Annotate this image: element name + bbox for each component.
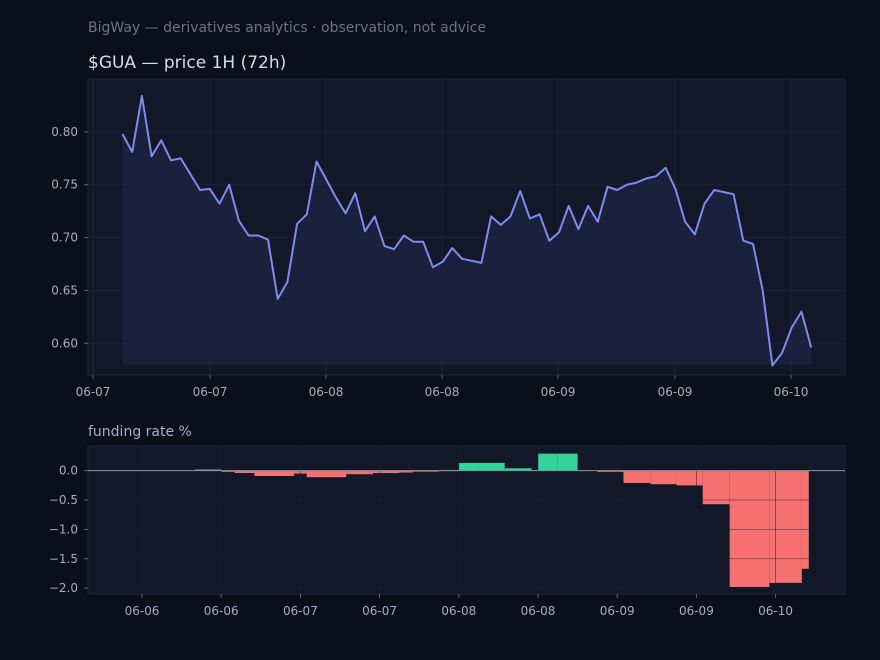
funding-chart-title: funding rate % (88, 424, 192, 440)
price-x-tick-label: 06-10 (774, 385, 809, 399)
funding-bar-negative (306, 470, 347, 478)
funding-bar-positive (458, 463, 479, 471)
funding-bar-negative (346, 470, 374, 475)
price-x-tick-label: 06-09 (541, 385, 576, 399)
funding-y-tick-label: −1.0 (49, 522, 78, 536)
price-y-tick-label: 0.65 (51, 283, 78, 297)
price-y-tick-label: 0.70 (51, 231, 78, 245)
funding-x-tick-label: 06-06 (204, 604, 239, 618)
price-x-tick-label: 06-07 (76, 385, 111, 399)
funding-bar-negative (617, 470, 624, 472)
funding-bar-negative (702, 470, 730, 505)
price-x-tick-label: 06-07 (193, 385, 228, 399)
header-note: BigWay — derivatives analytics · observa… (88, 20, 487, 36)
price-x-tick-label: 06-08 (425, 385, 460, 399)
funding-x-tick-label: 06-07 (283, 604, 318, 618)
price-y-tick-label: 0.60 (51, 336, 78, 350)
price-x-tick-label: 06-08 (309, 385, 344, 399)
funding-bar-negative (234, 470, 255, 473)
funding-bar-negative (729, 470, 770, 587)
funding-bar-positive (538, 453, 558, 471)
funding-x-tick-label: 06-09 (679, 604, 714, 618)
funding-x-tick-label: 06-08 (441, 604, 476, 618)
funding-bar-negative (801, 470, 809, 569)
funding-x-tick-label: 06-08 (521, 604, 556, 618)
funding-y-tick-label: −1.5 (49, 552, 78, 566)
funding-chart: 0.0 −0.5 −1.0 −1.5 −2.0 06-06 06-06 06-07 06-07 0… (49, 445, 846, 618)
funding-x-tick-label: 06-07 (362, 604, 397, 618)
price-y-tick-label: 0.75 (51, 178, 78, 192)
funding-bar-negative (769, 470, 802, 583)
funding-bar-positive (195, 469, 222, 471)
funding-bar-negative (254, 470, 295, 476)
price-chart-title: $GUA — price 1H (72h) (88, 53, 287, 73)
funding-y-tick-label: −0.5 (49, 493, 78, 507)
price-y-tick-label: 0.80 (51, 125, 78, 139)
funding-bar-negative (399, 470, 413, 473)
price-series-line (121, 94, 813, 367)
price-area-fill (122, 95, 812, 366)
price-x-tick-label: 06-09 (658, 385, 693, 399)
funding-bar-negative (676, 470, 697, 486)
funding-bar-negative (373, 470, 400, 473)
funding-bar-negative (221, 470, 235, 472)
funding-bar-negative (412, 470, 439, 472)
funding-bar-negative (597, 470, 618, 472)
funding-bar-negative (650, 470, 677, 485)
funding-bar-positive (478, 463, 505, 471)
funding-x-tick-label: 06-06 (125, 604, 160, 618)
funding-bar-negative (623, 470, 651, 483)
price-chart: 0.60 0.65 0.70 0.75 0.80 06-07 06-07 06-08 06-08… (51, 78, 846, 399)
funding-y-tick-label: −2.0 (49, 581, 78, 595)
funding-bar-positive (504, 468, 532, 471)
funding-bar-positive (557, 453, 578, 471)
funding-x-tick-label: 06-09 (600, 604, 635, 618)
funding-x-tick-label: 06-10 (758, 604, 793, 618)
funding-bar-negative (696, 470, 703, 486)
funding-y-tick-label: 0.0 (59, 464, 78, 478)
